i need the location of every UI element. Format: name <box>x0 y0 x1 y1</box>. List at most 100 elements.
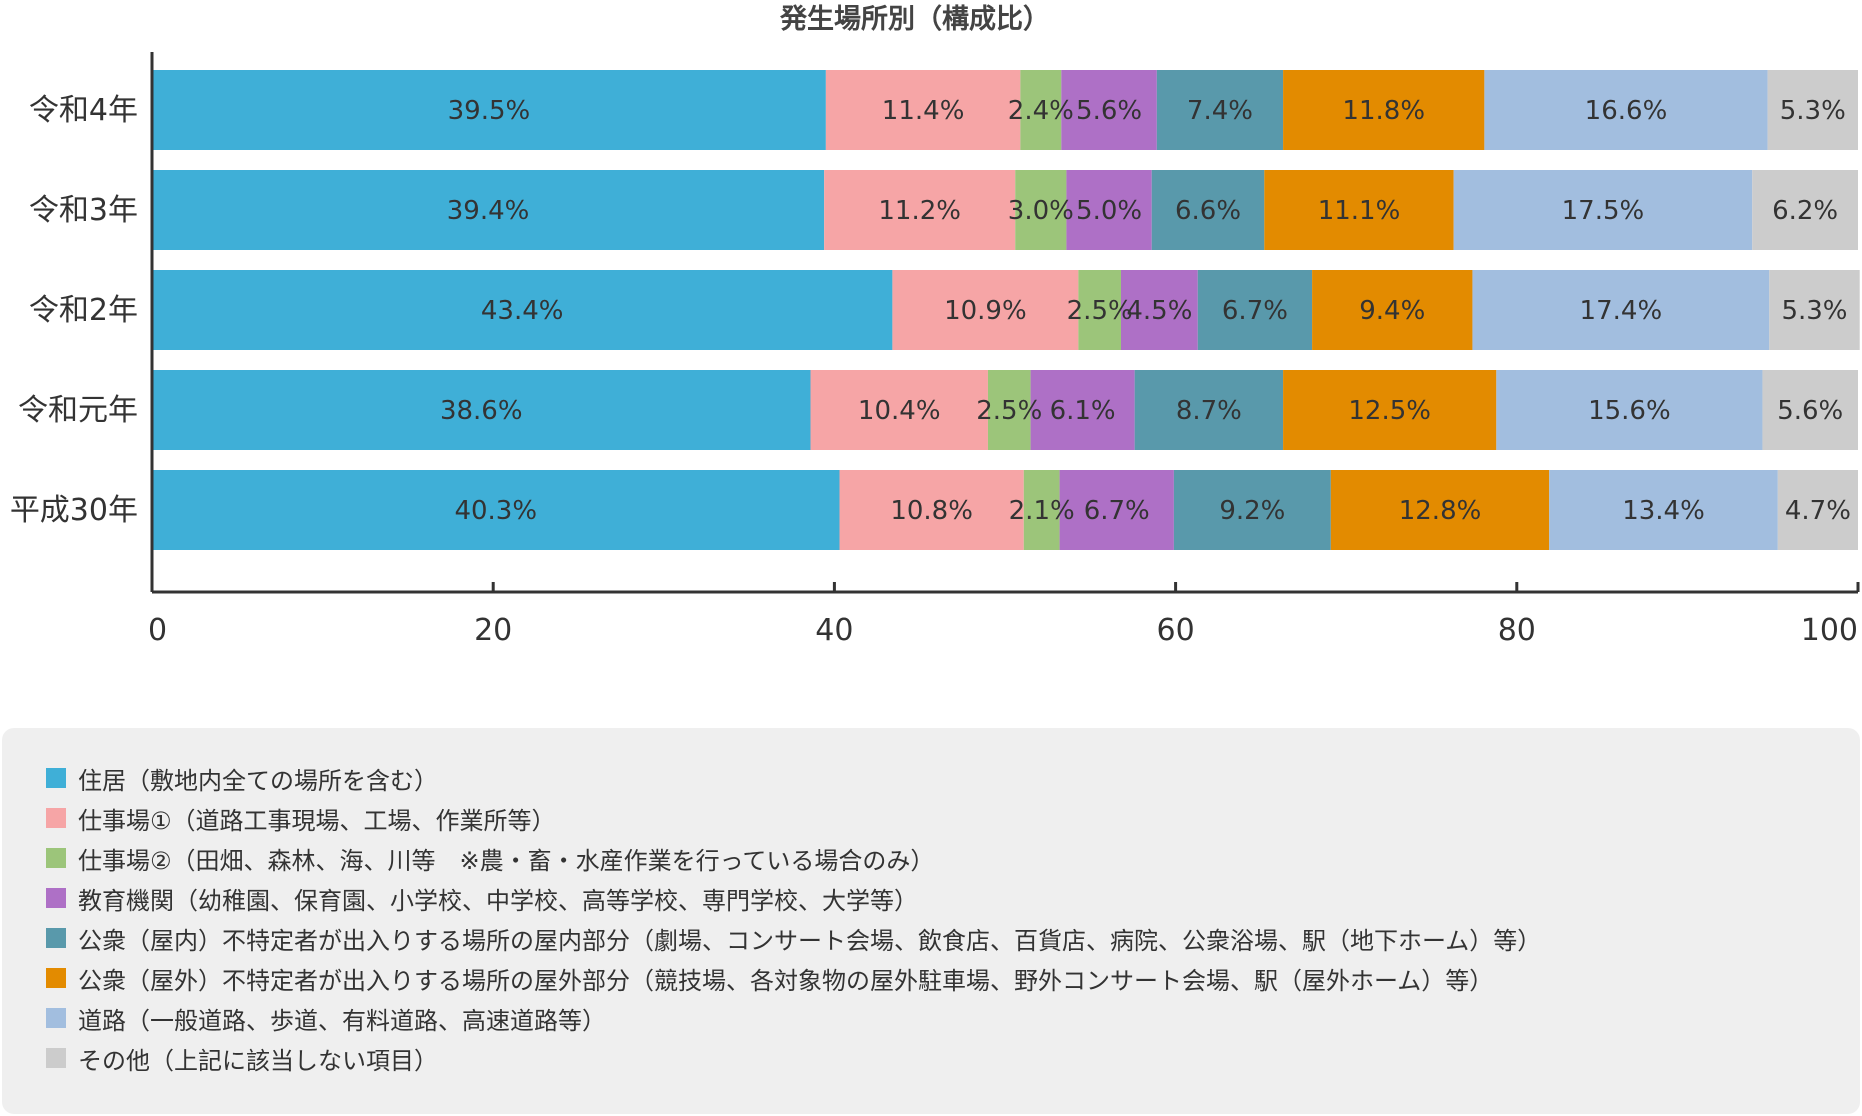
legend-label: 公衆（屋外）不特定者が出入りする場所の屋外部分（競技場、各対象物の屋外駐車場、野… <box>78 966 1494 995</box>
bar-segment <box>824 170 1016 250</box>
bar-value-label: 6.1% <box>1050 396 1116 426</box>
bar-value-label: 5.0% <box>1076 196 1142 226</box>
bar-segment <box>1264 170 1454 250</box>
x-tick-label: 60 <box>1157 613 1195 648</box>
bar-value-label: 10.9% <box>944 296 1027 326</box>
bar-value-label: 6.2% <box>1772 196 1838 226</box>
bar-value-label: 11.8% <box>1342 96 1425 126</box>
bar-segment <box>152 470 840 550</box>
legend-label: 教育機関（幼稚園、保育園、小学校、中学校、高等学校、専門学校、大学等） <box>78 886 918 915</box>
bar-segment <box>1769 270 1860 350</box>
bar-segment <box>1078 270 1122 350</box>
bar-segment <box>1156 70 1284 150</box>
bar-value-label: 5.6% <box>1777 396 1843 426</box>
bar-value-label: 9.2% <box>1219 496 1285 526</box>
bar-segment <box>152 170 825 250</box>
legend-item: その他（上記に該当しない項目） <box>46 1038 1541 1078</box>
bar-segment <box>1330 470 1550 550</box>
legend-item: 住居（敷地内全ての場所を含む） <box>46 758 1541 798</box>
axes-layer: 0 20 40 60 80 100 <box>148 52 1860 648</box>
chart-title: 発生場所別（構成比） <box>779 4 1050 35</box>
bar-segment <box>1312 270 1473 350</box>
x-tick-label: 0 <box>148 613 167 648</box>
legend-label: 道路（一般道路、歩道、有料道路、高速道路等） <box>78 1006 606 1035</box>
bar-value-label: 4.7% <box>1785 496 1851 526</box>
bar-value-label: 11.2% <box>878 196 961 226</box>
bar-segment <box>1767 70 1858 150</box>
bar-segment <box>810 370 988 450</box>
bar-value-label: 4.5% <box>1126 296 1192 326</box>
bar-value-label: 12.8% <box>1399 496 1482 526</box>
legend-item: 道路（一般道路、歩道、有料道路、高速道路等） <box>46 998 1541 1038</box>
bar-value-label: 11.4% <box>882 96 965 126</box>
legend-label: その他（上記に該当しない項目） <box>78 1046 438 1075</box>
legend-label: 公衆（屋内）不特定者が出入りする場所の屋内部分（劇場、コンサート会場、飲食店、百… <box>78 926 1542 955</box>
legend-item: 教育機関（幼稚園、保育園、小学校、中学校、高等学校、専門学校、大学等） <box>46 878 1541 918</box>
bar-value-label: 6.6% <box>1175 196 1241 226</box>
bar-value-label: 17.5% <box>1562 196 1645 226</box>
bar-value-label: 15.6% <box>1588 396 1671 426</box>
bar-value-label: 12.5% <box>1348 396 1431 426</box>
legend-swatch <box>46 768 66 788</box>
bar-segment <box>1453 170 1753 250</box>
bar-value-label: 11.1% <box>1318 196 1401 226</box>
legend-label: 仕事場②（田畑、森林、海、川等 ※農・畜・水産作業を行っている場合のみ） <box>78 846 935 875</box>
bar-value-label: 2.1% <box>1009 496 1075 526</box>
bar-segment <box>987 370 1031 450</box>
bar-segment <box>1472 270 1770 350</box>
x-tick-label: 20 <box>474 613 512 648</box>
bar-value-label: 13.4% <box>1622 496 1705 526</box>
bar-value-label: 10.8% <box>890 496 973 526</box>
category-label: 平成30年 <box>10 493 138 528</box>
bar-segment <box>152 270 893 350</box>
legend-item: 仕事場①（道路工事現場、工場、作業所等） <box>46 798 1541 838</box>
bar-value-label: 39.5% <box>448 96 531 126</box>
bar-segment <box>1777 470 1858 550</box>
bar-value-label: 10.4% <box>858 396 941 426</box>
legend-item: 仕事場②（田畑、森林、海、川等 ※農・畜・水産作業を行っている場合のみ） <box>46 838 1541 878</box>
bar-segment <box>1197 270 1313 350</box>
legend: 住居（敷地内全ての場所を含む） 仕事場①（道路工事現場、工場、作業所等） 仕事場②（… <box>2 728 1860 1114</box>
bar-segment <box>1121 270 1198 350</box>
bar-segment <box>1496 370 1763 450</box>
bar-segment <box>1061 70 1157 150</box>
bar-segment <box>1484 70 1768 150</box>
bar-segment <box>839 470 1024 550</box>
x-tick-label: 100 <box>1801 613 1858 648</box>
legend-swatch <box>46 1048 66 1068</box>
legend-label: 住居（敷地内全ての場所を含む） <box>78 766 438 795</box>
legend-item: 公衆（屋内）不特定者が出入りする場所の屋内部分（劇場、コンサート会場、飲食店、百… <box>46 918 1541 958</box>
category-label: 令和元年 <box>18 393 138 428</box>
bar-value-label: 16.6% <box>1585 96 1668 126</box>
x-tick-label: 80 <box>1498 613 1536 648</box>
bar-value-label: 5.6% <box>1076 96 1142 126</box>
bar-segment <box>1151 170 1265 250</box>
legend-swatch <box>46 808 66 828</box>
bar-segment <box>1030 370 1135 450</box>
bar-value-label: 2.4% <box>1008 96 1074 126</box>
bar-value-label: 17.4% <box>1580 296 1663 326</box>
bar-segment <box>1015 170 1067 250</box>
bar-segment <box>152 70 826 150</box>
bar-value-label: 6.7% <box>1222 296 1288 326</box>
bar-segment <box>1134 370 1284 450</box>
bar-segment <box>152 370 811 450</box>
bar-value-label: 2.5% <box>1067 296 1133 326</box>
bar-value-label: 5.3% <box>1781 296 1847 326</box>
legend-label: 仕事場①（道路工事現場、工場、作業所等） <box>78 806 556 835</box>
bar-segment <box>1283 370 1497 450</box>
bar-value-label: 3.0% <box>1008 196 1074 226</box>
bar-segment <box>1023 470 1060 550</box>
bar-segment <box>1066 170 1152 250</box>
bar-segment <box>1020 70 1062 150</box>
bar-value-label: 39.4% <box>447 196 530 226</box>
bar-value-label: 2.5% <box>976 396 1042 426</box>
bar-value-label: 38.6% <box>440 396 523 426</box>
bar-segment <box>1173 470 1331 550</box>
category-label: 令和3年 <box>29 193 138 228</box>
bar-segment <box>1059 470 1174 550</box>
bar-value-label: 8.7% <box>1176 396 1242 426</box>
category-label: 令和2年 <box>29 293 138 328</box>
legend-swatch <box>46 1008 66 1028</box>
